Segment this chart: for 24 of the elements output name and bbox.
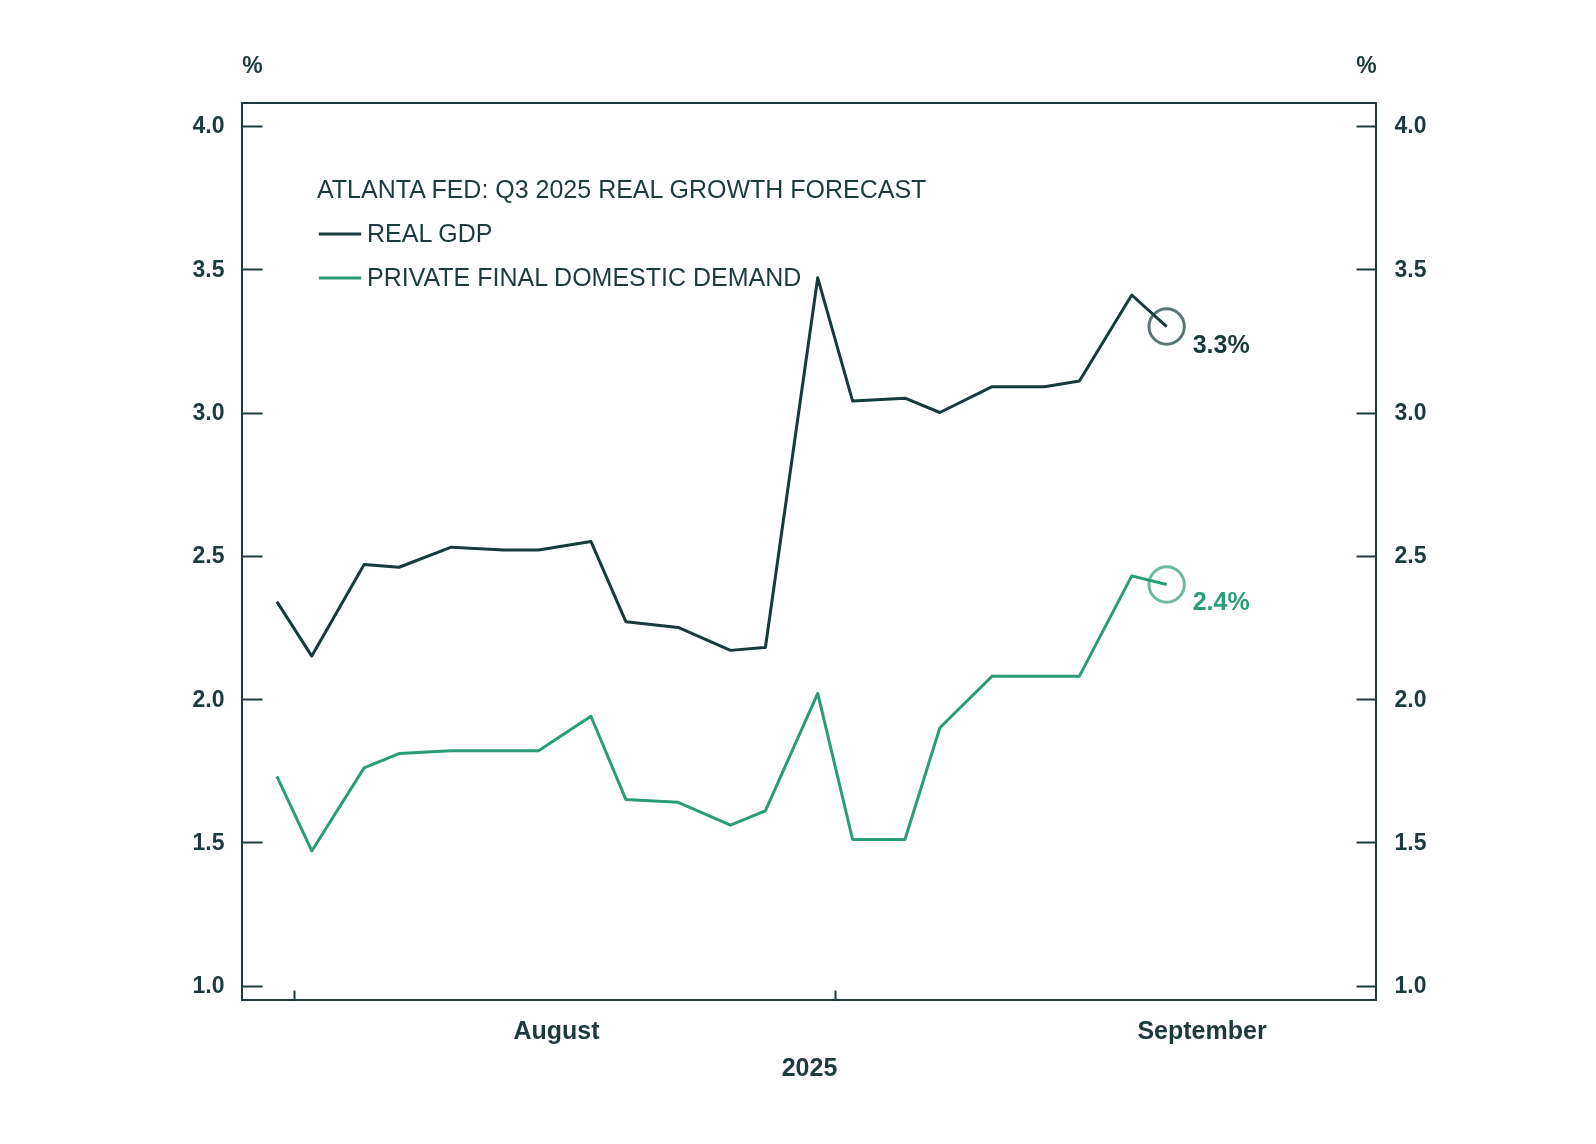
x-axis-title: 2025 [781,1052,838,1081]
x-tick-label: August [513,1015,601,1044]
y2-tick-label: 1.5 [1394,828,1427,855]
legend-label: REAL GDP [367,219,493,247]
y-tick-label: 1.0 [192,972,225,999]
y2-axis-title: % [1356,51,1377,78]
y2-tick-label: 2.0 [1394,685,1427,712]
y-tick-label: 4.0 [192,112,225,139]
y-tick-label: 2.5 [192,542,225,569]
data-label: 2.4% [1192,587,1250,616]
y2-tick-label: 3.0 [1394,399,1427,426]
legend-title: ATLANTA FED: Q3 2025 REAL GROWTH FORECAST [317,175,927,203]
x-tick-label: September [1137,1015,1267,1044]
data-label: 3.3% [1192,329,1250,358]
y2-tick-label: 2.5 [1394,542,1427,569]
y-tick-label: 1.5 [192,828,225,855]
y-axis-title: % [242,51,263,78]
y2-tick-label: 1.0 [1394,972,1427,999]
y-tick-label: 2.0 [192,685,225,712]
y2-tick-label: 3.5 [1394,255,1427,282]
legend-label: PRIVATE FINAL DOMESTIC DEMAND [367,263,802,291]
y-tick-label: 3.0 [192,399,225,426]
y-tick-label: 3.5 [192,255,225,282]
y2-tick-label: 4.0 [1394,112,1427,139]
